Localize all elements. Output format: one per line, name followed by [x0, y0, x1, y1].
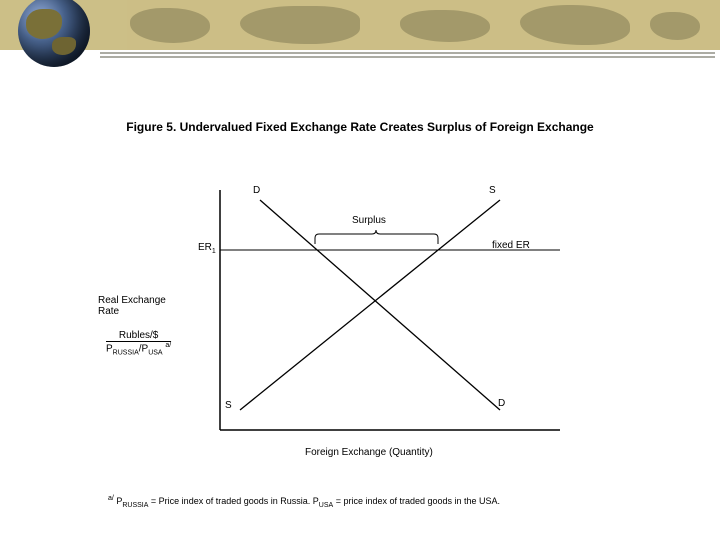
figure-content: Figure 5. Undervalued Fixed Exchange Rat…	[0, 70, 720, 540]
x-axis-label: Foreign Exchange (Quantity)	[305, 447, 433, 458]
map-splotch	[520, 5, 630, 45]
map-splotch	[400, 10, 490, 42]
supply-line	[240, 200, 500, 410]
label-fixed-er: fixed ER	[492, 240, 530, 251]
y-axis-label-line2: Rate	[98, 306, 119, 317]
y-axis-label-line1: Real Exchange	[98, 295, 166, 306]
globe-icon	[18, 0, 90, 67]
label-d-top: D	[253, 185, 260, 196]
map-splotch	[240, 6, 360, 44]
map-splotch	[650, 12, 700, 40]
label-d-bot: D	[498, 398, 505, 409]
header-rule	[100, 52, 715, 54]
slide-header	[0, 0, 720, 70]
label-surplus: Surplus	[352, 215, 386, 226]
label-s-top: S	[489, 185, 496, 196]
map-splotch	[130, 8, 210, 43]
figure-title: Figure 5. Undervalued Fixed Exchange Rat…	[0, 120, 720, 134]
demand-line	[260, 200, 500, 410]
y-axis-frac-top: Rubles/$	[106, 330, 171, 342]
y-axis-frac-bot: PRUSSIA/PUSA a/	[106, 342, 171, 356]
header-map-bg	[0, 0, 720, 50]
label-er1: ER1	[198, 242, 216, 255]
y-axis-fraction: Rubles/$ PRUSSIA/PUSA a/	[106, 330, 171, 356]
footnote: a/ PRUSSIA = Price index of traded goods…	[108, 495, 500, 509]
surplus-brace	[315, 230, 438, 244]
header-rule	[100, 56, 715, 58]
label-s-bot: S	[225, 400, 232, 411]
y-axis-label: Real Exchange Rate	[98, 295, 166, 317]
